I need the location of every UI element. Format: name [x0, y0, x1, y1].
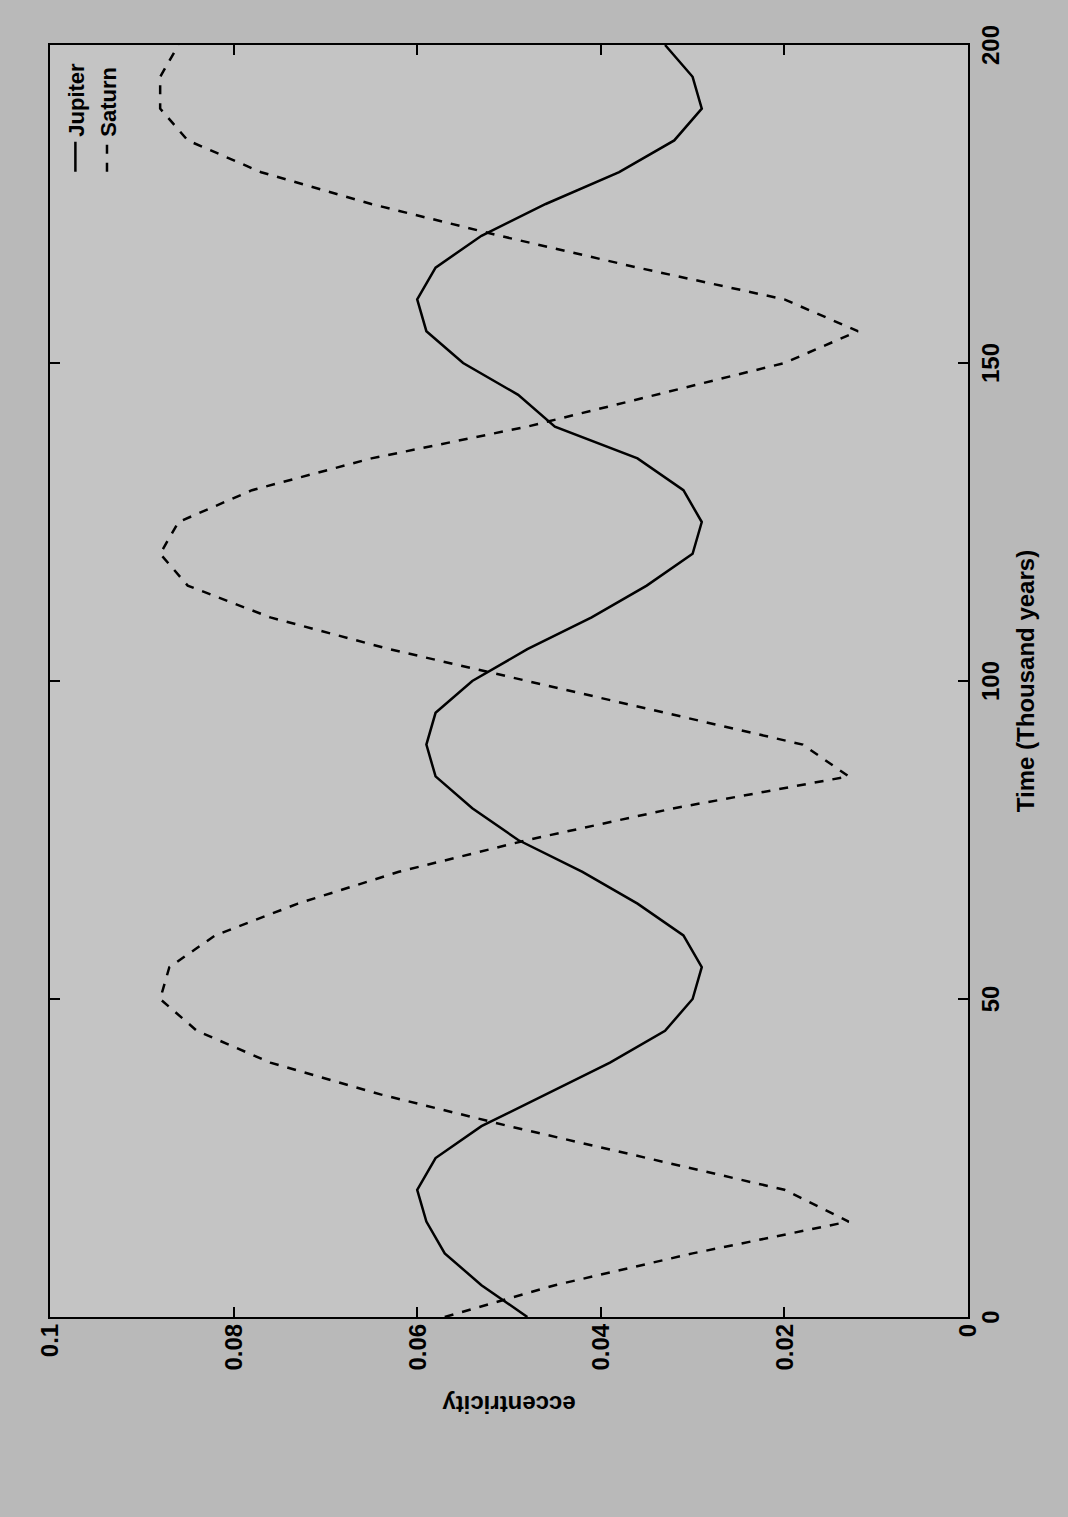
svg-text:0: 0	[977, 1310, 1004, 1323]
svg-text:Jupiter: Jupiter	[64, 63, 89, 137]
svg-text:0.02: 0.02	[771, 1324, 798, 1371]
svg-text:0.1: 0.1	[36, 1324, 63, 1357]
svg-text:0.06: 0.06	[404, 1324, 431, 1371]
svg-text:0.08: 0.08	[220, 1324, 247, 1371]
svg-text:Saturn: Saturn	[96, 67, 121, 137]
svg-text:100: 100	[977, 661, 1004, 701]
svg-text:Time (Thousand years): Time (Thousand years)	[1012, 550, 1039, 812]
svg-text:0: 0	[954, 1324, 981, 1337]
svg-text:200: 200	[977, 25, 1004, 65]
svg-text:eccentricity: eccentricity	[442, 1391, 576, 1418]
svg-text:0.04: 0.04	[587, 1323, 614, 1370]
svg-text:150: 150	[977, 343, 1004, 383]
svg-text:50: 50	[977, 986, 1004, 1013]
